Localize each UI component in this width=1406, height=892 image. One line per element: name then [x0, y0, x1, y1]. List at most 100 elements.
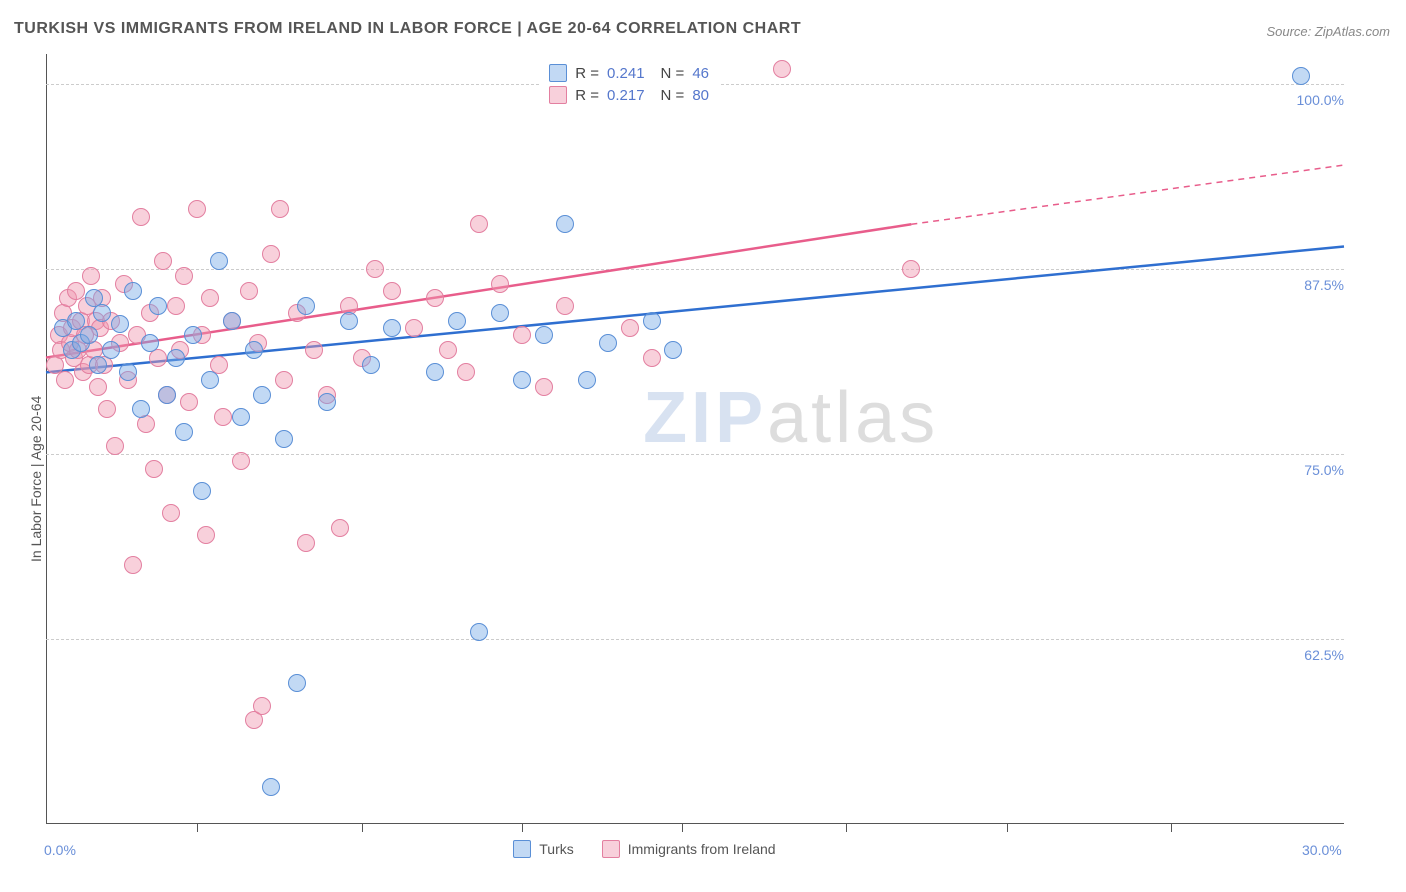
scatter-point — [262, 778, 280, 796]
scatter-point — [111, 315, 129, 333]
r-value: 0.217 — [607, 87, 645, 104]
legend-item-turks: Turks — [513, 840, 573, 858]
scatter-point — [80, 326, 98, 344]
scatter-point — [232, 452, 250, 470]
scatter-point — [331, 519, 349, 537]
y-tick-label: 75.0% — [1284, 462, 1344, 478]
scatter-point — [67, 312, 85, 330]
scatter-point — [223, 312, 241, 330]
x-tick — [197, 824, 198, 832]
chart-container: TURKISH VS IMMIGRANTS FROM IRELAND IN LA… — [0, 0, 1406, 892]
y-tick-label: 87.5% — [1284, 277, 1344, 293]
scatter-point — [383, 282, 401, 300]
scatter-point — [643, 349, 661, 367]
scatter-point — [491, 304, 509, 322]
scatter-point — [621, 319, 639, 337]
scatter-point — [366, 260, 384, 278]
x-tick — [1171, 824, 1172, 832]
scatter-point — [124, 556, 142, 574]
stat-legend: R = 0.241 N = 46R = 0.217 N = 80 — [539, 58, 719, 110]
legend-swatch — [602, 840, 620, 858]
scatter-point — [193, 482, 211, 500]
scatter-point — [643, 312, 661, 330]
scatter-point — [89, 378, 107, 396]
scatter-point — [141, 334, 159, 352]
scatter-point — [245, 341, 263, 359]
scatter-point — [132, 208, 150, 226]
legend-item-ireland: Immigrants from Ireland — [602, 840, 776, 858]
scatter-point — [240, 282, 258, 300]
x-tick — [846, 824, 847, 832]
scatter-point — [197, 526, 215, 544]
scatter-point — [664, 341, 682, 359]
scatter-point — [98, 400, 116, 418]
scatter-point — [426, 289, 444, 307]
scatter-point — [175, 267, 193, 285]
scatter-point — [188, 200, 206, 218]
legend-label: Turks — [539, 841, 573, 857]
scatter-point — [491, 275, 509, 293]
n-label: N = — [661, 65, 685, 82]
y-tick-label: 100.0% — [1284, 92, 1344, 108]
scatter-point — [318, 393, 336, 411]
bottom-legend: Turks Immigrants from Ireland — [513, 840, 775, 858]
scatter-point — [201, 371, 219, 389]
scatter-point — [340, 312, 358, 330]
n-label: N = — [661, 87, 685, 104]
r-label: R = — [575, 65, 599, 82]
source-label: Source: ZipAtlas.com — [1266, 24, 1390, 39]
scatter-point — [180, 393, 198, 411]
scatter-point — [297, 297, 315, 315]
x-tick — [362, 824, 363, 832]
plot-area — [46, 54, 1344, 824]
gridline-h — [46, 639, 1344, 640]
scatter-point — [1292, 67, 1310, 85]
scatter-point — [578, 371, 596, 389]
stat-legend-row: R =0.217N =80 — [549, 84, 709, 106]
scatter-point — [773, 60, 791, 78]
y-tick-label: 62.5% — [1284, 647, 1344, 663]
scatter-point — [253, 697, 271, 715]
scatter-point — [167, 297, 185, 315]
scatter-point — [149, 297, 167, 315]
scatter-point — [184, 326, 202, 344]
scatter-point — [145, 460, 163, 478]
scatter-point — [167, 349, 185, 367]
scatter-point — [405, 319, 423, 337]
scatter-point — [162, 504, 180, 522]
scatter-point — [362, 356, 380, 374]
scatter-point — [535, 326, 553, 344]
chart-title: TURKISH VS IMMIGRANTS FROM IRELAND IN LA… — [14, 20, 801, 38]
scatter-point — [106, 437, 124, 455]
scatter-point — [232, 408, 250, 426]
scatter-point — [154, 252, 172, 270]
scatter-point — [383, 319, 401, 337]
y-axis-label: In Labor Force | Age 20-64 — [28, 396, 44, 562]
stat-legend-row: R = 0.241 N = 46 — [549, 62, 709, 84]
scatter-point — [556, 297, 574, 315]
scatter-point — [89, 356, 107, 374]
scatter-point — [132, 400, 150, 418]
n-value: 46 — [692, 65, 709, 82]
scatter-point — [201, 289, 219, 307]
scatter-point — [56, 371, 74, 389]
n-value: 80 — [692, 87, 709, 104]
scatter-point — [82, 267, 100, 285]
r-value: 0.241 — [607, 65, 645, 82]
scatter-point — [448, 312, 466, 330]
legend-swatch — [549, 86, 567, 104]
scatter-point — [275, 430, 293, 448]
scatter-point — [262, 245, 280, 263]
scatter-point — [158, 386, 176, 404]
scatter-point — [556, 215, 574, 233]
scatter-point — [271, 200, 289, 218]
scatter-point — [288, 674, 306, 692]
scatter-point — [470, 215, 488, 233]
scatter-point — [457, 363, 475, 381]
legend-swatch — [549, 64, 567, 82]
scatter-point — [102, 341, 120, 359]
x-tick — [522, 824, 523, 832]
scatter-point — [902, 260, 920, 278]
gridline-h — [46, 269, 1344, 270]
scatter-point — [305, 341, 323, 359]
